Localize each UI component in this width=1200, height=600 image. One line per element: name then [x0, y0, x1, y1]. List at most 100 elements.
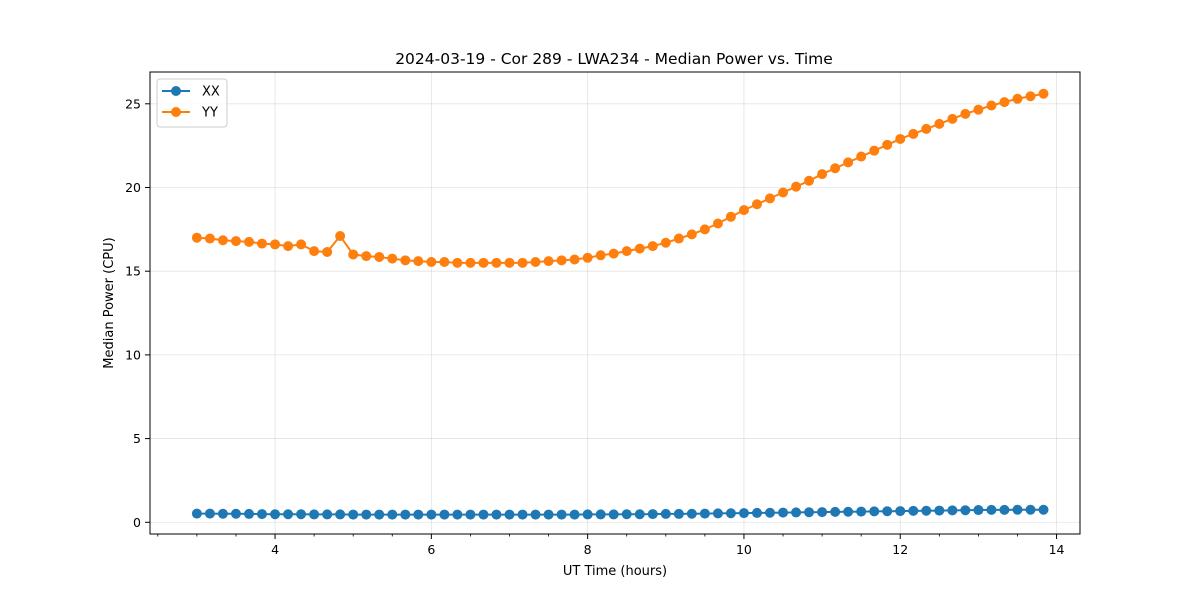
data-point-yy: [283, 241, 294, 252]
data-point-yy: [361, 251, 372, 262]
data-point-yy: [973, 104, 984, 115]
data-point-xx: [764, 507, 775, 518]
data-point-yy: [960, 108, 971, 119]
data-point-xx: [686, 508, 697, 519]
data-point-yy: [439, 256, 450, 267]
data-point-xx: [882, 506, 893, 517]
data-point-xx: [374, 509, 385, 520]
data-point-xx: [309, 509, 320, 520]
data-point-yy: [1038, 88, 1049, 99]
x-tick-label: 6: [427, 542, 435, 557]
grid: [150, 72, 1080, 534]
data-point-yy: [204, 233, 215, 244]
data-point-yy: [817, 169, 828, 180]
data-point-yy: [712, 218, 723, 229]
data-point-xx: [725, 508, 736, 519]
data-point-yy: [478, 257, 489, 268]
data-point-xx: [673, 508, 684, 519]
data-point-yy: [230, 236, 241, 247]
data-point-xx: [973, 505, 984, 516]
data-point-xx: [569, 509, 580, 520]
data-point-xx: [595, 509, 606, 520]
data-point-xx: [986, 504, 997, 515]
data-point-yy: [217, 235, 228, 246]
data-point-xx: [869, 506, 880, 517]
data-point-yy: [673, 233, 684, 244]
x-tick-label: 8: [584, 542, 592, 557]
data-point-yy: [921, 123, 932, 134]
data-point-xx: [791, 507, 802, 518]
data-point-xx: [426, 509, 437, 520]
data-point-yy: [804, 175, 815, 186]
data-point-yy: [843, 157, 854, 168]
data-point-yy: [256, 238, 267, 249]
data-point-yy: [413, 256, 424, 267]
data-point-yy: [647, 241, 658, 252]
data-point-xx: [413, 509, 424, 520]
data-point-xx: [817, 507, 828, 518]
data-point-yy: [686, 229, 697, 240]
data-point-xx: [804, 507, 815, 518]
data-point-yy: [296, 239, 307, 250]
data-point-yy: [999, 97, 1010, 108]
data-point-xx: [1025, 504, 1036, 515]
data-point-yy: [244, 236, 255, 247]
data-point-yy: [569, 254, 580, 265]
data-point-yy: [764, 193, 775, 204]
data-point-yy: [517, 257, 528, 268]
x-tick-label: 14: [1049, 542, 1065, 557]
data-point-xx: [452, 509, 463, 520]
data-point-xx: [283, 509, 294, 520]
data-point-xx: [556, 509, 567, 520]
data-point-xx: [621, 509, 632, 520]
data-point-yy: [374, 251, 385, 262]
chart-title: 2024-03-19 - Cor 289 - LWA234 - Median P…: [395, 50, 833, 68]
data-point-yy: [869, 145, 880, 156]
legend: XX YY: [156, 78, 228, 128]
data-point-yy: [634, 243, 645, 254]
data-point-xx: [244, 508, 255, 519]
y-tick-label: 25: [125, 96, 141, 111]
data-point-yy: [322, 246, 333, 257]
data-point-xx: [465, 509, 476, 520]
data-point-xx: [908, 505, 919, 516]
data-point-xx: [738, 508, 749, 519]
data-point-xx: [387, 509, 398, 520]
data-point-yy: [725, 211, 736, 222]
data-point-yy: [426, 256, 437, 267]
data-point-yy: [895, 133, 906, 144]
data-point-xx: [361, 509, 372, 520]
x-tick-label: 4: [271, 542, 279, 557]
data-point-yy: [778, 187, 789, 198]
data-point-xx: [191, 508, 202, 519]
data-point-yy: [400, 255, 411, 266]
data-point-xx: [856, 506, 867, 517]
data-point-xx: [530, 509, 541, 520]
data-point-yy: [856, 151, 867, 162]
data-point-yy: [309, 246, 320, 257]
data-point-xx: [504, 509, 515, 520]
y-tick-label: 20: [125, 180, 141, 195]
data-point-yy: [465, 257, 476, 268]
data-point-xx: [439, 509, 450, 520]
data-point-xx: [999, 504, 1010, 515]
data-point-xx: [660, 508, 671, 519]
data-point-xx: [322, 509, 333, 520]
data-point-xx: [778, 507, 789, 518]
data-point-xx: [582, 509, 593, 520]
axis-ticks: 4 6 8 10 12 14 0 5 10 15 20 25: [125, 96, 1064, 557]
data-point-yy: [791, 181, 802, 192]
data-point-yy: [530, 256, 541, 267]
y-tick-label: 15: [125, 264, 141, 279]
data-point-xx: [400, 509, 411, 520]
data-point-yy: [830, 163, 841, 174]
data-point-xx: [217, 508, 228, 519]
data-point-xx: [296, 509, 307, 520]
data-point-yy: [270, 239, 281, 250]
data-point-yy: [934, 118, 945, 129]
y-tick-label: 10: [125, 347, 141, 362]
data-point-xx: [752, 507, 762, 518]
x-tick-label: 10: [736, 542, 752, 557]
series-line-yy: [196, 92, 1044, 264]
